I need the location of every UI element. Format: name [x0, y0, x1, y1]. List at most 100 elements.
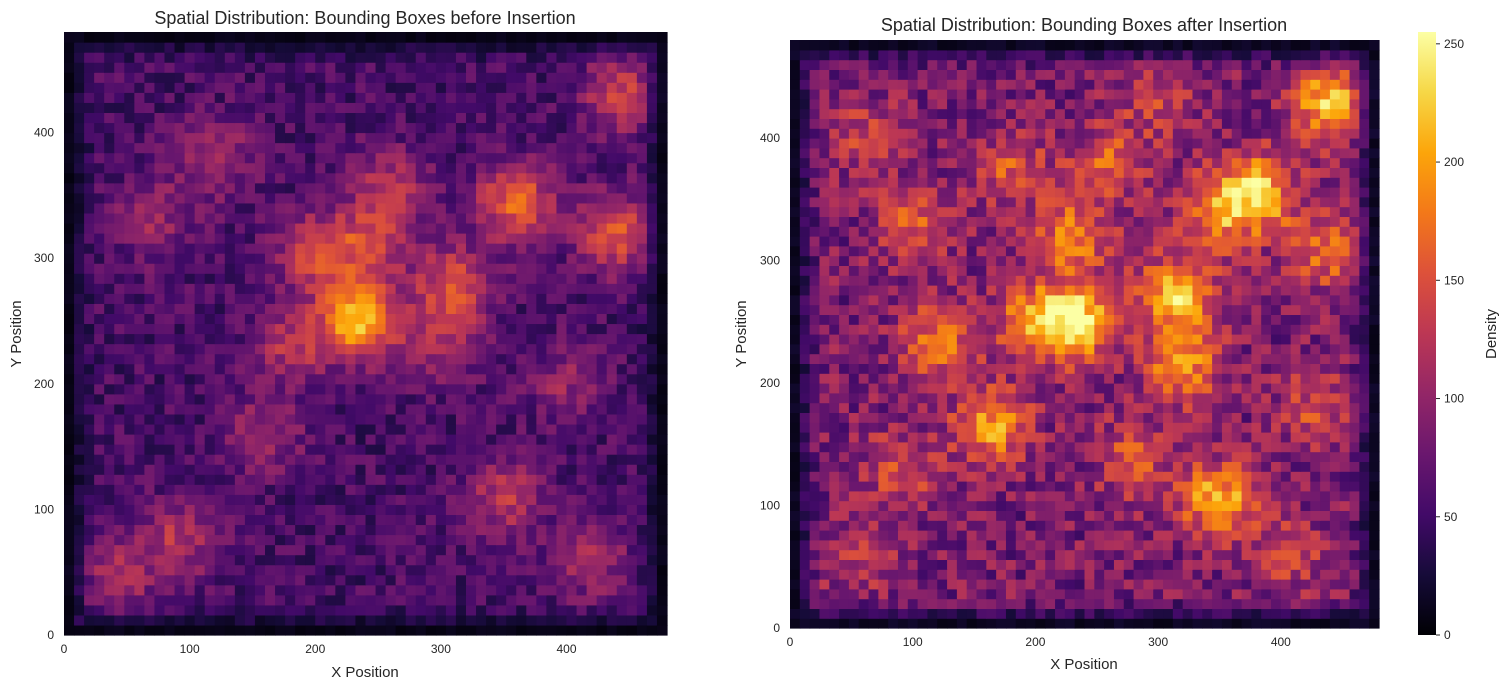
heatmap-cell — [275, 544, 286, 556]
heatmap-cell — [345, 464, 357, 475]
heatmap-cell — [144, 484, 156, 495]
heatmap-cell — [124, 182, 135, 194]
heatmap-cell — [74, 333, 85, 345]
heatmap-cell — [1084, 559, 1095, 570]
heatmap-cell — [335, 162, 346, 174]
heatmap-cell — [84, 72, 95, 83]
heatmap-cell — [656, 624, 668, 636]
heatmap-cell — [164, 584, 176, 596]
heatmap-cell — [214, 363, 226, 375]
heatmap-cell — [606, 293, 618, 304]
heatmap-cell — [174, 383, 186, 395]
heatmap-cell — [305, 212, 316, 224]
heatmap-cell — [114, 454, 125, 465]
heatmap-cell — [355, 554, 367, 566]
heatmap-cell — [1123, 461, 1135, 472]
heatmap-cell — [355, 494, 367, 505]
heatmap-cell — [839, 422, 850, 433]
heatmap-cell — [214, 524, 226, 536]
heatmap-cell — [526, 273, 537, 284]
heatmap-cell — [1290, 618, 1302, 629]
heatmap-cell — [164, 182, 176, 194]
heatmap-cell — [516, 152, 527, 164]
heatmap-cell — [265, 534, 276, 546]
heatmap-cell — [546, 273, 558, 284]
heatmap-cell — [84, 112, 95, 124]
heatmap-cell — [84, 343, 95, 355]
heatmap-cell — [596, 162, 608, 174]
heatmap-cell — [809, 510, 821, 521]
heatmap-cell — [656, 212, 668, 224]
heatmap-cell — [636, 413, 648, 425]
heatmap-cell — [365, 574, 377, 586]
heatmap-cell — [234, 263, 246, 274]
heatmap-cell — [606, 263, 618, 274]
heatmap-cell — [445, 102, 457, 113]
heatmap-cell — [305, 343, 316, 355]
heatmap-cell — [455, 313, 467, 325]
heatmap-cell — [265, 514, 276, 526]
heatmap-cell — [164, 172, 176, 184]
heatmap-cell — [275, 233, 286, 244]
heatmap-cell — [917, 549, 929, 560]
heatmap-cell — [415, 62, 427, 73]
heatmap-cell — [466, 243, 477, 254]
heatmap-cell — [204, 343, 216, 355]
heatmap-cell — [1172, 500, 1184, 511]
heatmap-cell — [646, 353, 658, 365]
heatmap-cell — [596, 454, 608, 465]
heatmap-cell — [606, 112, 618, 124]
heatmap-cell — [616, 132, 628, 144]
heatmap-cell — [546, 444, 558, 455]
heatmap-cell — [1163, 461, 1174, 472]
heatmap-cell — [315, 152, 326, 164]
heatmap-cell — [546, 434, 558, 445]
heatmap-cell — [104, 283, 115, 294]
heatmap-cell — [1015, 520, 1027, 531]
heatmap-cell — [526, 263, 537, 274]
heatmap-cell — [656, 423, 668, 435]
heatmap-cell — [134, 152, 145, 164]
heatmap-cell — [254, 624, 266, 636]
heatmap-cell — [486, 162, 497, 174]
heatmap-cell — [305, 444, 316, 455]
heatmap-cell — [415, 52, 427, 63]
heatmap-cell — [1231, 549, 1243, 560]
heatmap-cell — [405, 383, 417, 395]
heatmap-cell — [415, 333, 427, 345]
heatmap-cell — [395, 233, 407, 244]
heatmap-cell — [435, 423, 447, 435]
heatmap-cell — [1261, 461, 1272, 472]
heatmap-cell — [526, 303, 537, 314]
heatmap-cell — [124, 454, 135, 465]
heatmap-cell — [405, 373, 417, 385]
heatmap-cell — [305, 293, 316, 304]
heatmap-cell — [1113, 579, 1125, 590]
heatmap-cell — [596, 202, 608, 214]
heatmap-cell — [878, 490, 889, 502]
heatmap-cell — [234, 554, 246, 566]
heatmap-cell — [84, 333, 95, 345]
heatmap-cell — [596, 434, 608, 445]
heatmap-cell — [516, 423, 527, 435]
heatmap-cell — [214, 373, 226, 385]
heatmap-cell — [606, 393, 618, 405]
heatmap-cell — [556, 534, 568, 546]
heatmap-cell — [556, 122, 568, 134]
heatmap-cell — [295, 423, 306, 435]
heatmap-cell — [1005, 618, 1017, 629]
heatmap-cell — [566, 82, 578, 93]
heatmap-cell — [224, 172, 236, 184]
heatmap-cell — [305, 303, 316, 314]
heatmap-cell — [1261, 608, 1272, 619]
heatmap-cell — [466, 554, 477, 566]
heatmap-cell — [104, 554, 115, 566]
heatmap-cell — [74, 243, 85, 254]
heatmap-cell — [927, 569, 938, 580]
heatmap-cell — [174, 202, 186, 214]
heatmap-cell — [84, 584, 95, 596]
heatmap-cell — [144, 423, 156, 435]
heatmap-cell — [114, 253, 125, 264]
heatmap-cell — [315, 444, 326, 455]
heatmap-cell — [526, 52, 537, 63]
